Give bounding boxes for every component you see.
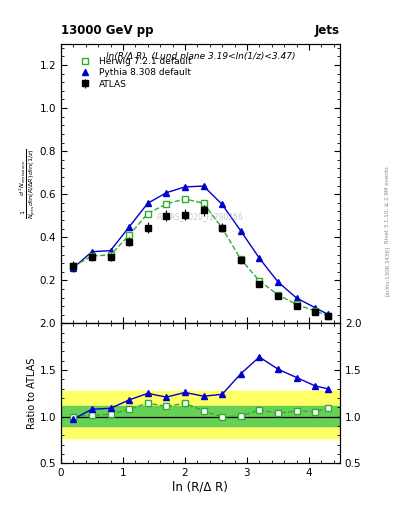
Bar (61, 391, 340, 438)
Herwig 7.2.1 default (313, 308, 318, 314)
Pythia 8.308 default (294, 295, 299, 301)
Herwig 7.2.1 default (183, 196, 187, 202)
Text: Jets: Jets (315, 24, 340, 37)
Text: 13000 GeV pp: 13000 GeV pp (61, 24, 153, 37)
Pythia 8.308 default (325, 311, 330, 317)
Pythia 8.308 default (164, 189, 169, 196)
Herwig 7.2.1 default (275, 292, 280, 298)
Pythia 8.308 default (183, 184, 187, 190)
Pythia 8.308 default (313, 305, 318, 311)
Line: Herwig 7.2.1 default: Herwig 7.2.1 default (70, 196, 331, 319)
Pythia 8.308 default (108, 248, 113, 254)
Text: Rivet 3.1.10, ≥ 2.9M events: Rivet 3.1.10, ≥ 2.9M events (385, 166, 390, 243)
Herwig 7.2.1 default (220, 225, 224, 231)
Pythia 8.308 default (239, 228, 243, 234)
Pythia 8.308 default (201, 183, 206, 189)
Y-axis label: Ratio to ATLAS: Ratio to ATLAS (27, 358, 37, 429)
Pythia 8.308 default (71, 265, 76, 271)
Pythia 8.308 default (257, 255, 262, 261)
Line: Pythia 8.308 default: Pythia 8.308 default (70, 183, 331, 317)
Legend: Herwig 7.2.1 default, Pythia 8.308 default, ATLAS: Herwig 7.2.1 default, Pythia 8.308 defau… (71, 54, 195, 92)
Herwig 7.2.1 default (145, 210, 150, 217)
Y-axis label: $\frac{1}{N_{\rm jets}}\frac{d^2 N_{\rm emissions}}{d\ln(R/\Delta R)\,d\ln(1/z)}: $\frac{1}{N_{\rm jets}}\frac{d^2 N_{\rm … (17, 148, 38, 219)
Herwig 7.2.1 default (71, 263, 76, 269)
Text: ATLAS_2020_I1790256: ATLAS_2020_I1790256 (157, 212, 244, 222)
Herwig 7.2.1 default (294, 302, 299, 308)
Herwig 7.2.1 default (239, 256, 243, 262)
Herwig 7.2.1 default (90, 253, 94, 259)
Text: ln(R/Δ R)  (Lund plane 3.19<ln(1/z)<3.47): ln(R/Δ R) (Lund plane 3.19<ln(1/z)<3.47) (106, 52, 295, 61)
Bar (61, 407, 340, 426)
Pythia 8.308 default (275, 279, 280, 285)
Herwig 7.2.1 default (325, 313, 330, 319)
Herwig 7.2.1 default (127, 232, 132, 238)
Pythia 8.308 default (90, 249, 94, 255)
X-axis label: ln (R/Δ R): ln (R/Δ R) (173, 481, 228, 494)
Pythia 8.308 default (220, 201, 224, 207)
Herwig 7.2.1 default (257, 278, 262, 284)
Herwig 7.2.1 default (201, 200, 206, 206)
Pythia 8.308 default (127, 224, 132, 230)
Text: [arXiv:1306.3436]: [arXiv:1306.3436] (385, 246, 390, 296)
Herwig 7.2.1 default (108, 252, 113, 258)
Pythia 8.308 default (145, 200, 150, 206)
Herwig 7.2.1 default (164, 201, 169, 207)
